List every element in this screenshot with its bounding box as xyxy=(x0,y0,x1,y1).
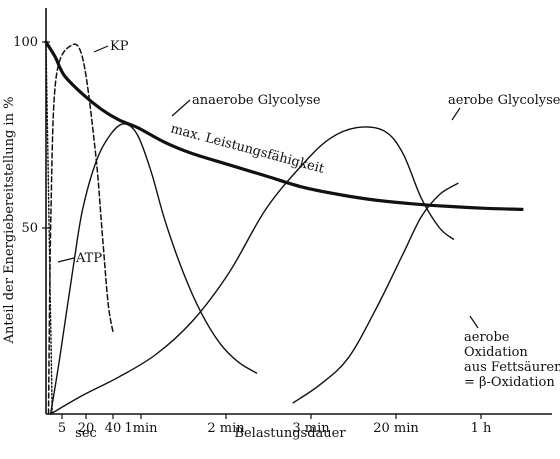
series-aerobe-oxidation-aus-fetts-uren-oxidation xyxy=(292,182,459,404)
leader-aerobe xyxy=(451,107,461,121)
label-beta-line3: aus Fettsäuren xyxy=(464,360,560,375)
x-axis-title: Belastungsdauer xyxy=(234,426,346,441)
x-tick-label-1h: 1 h xyxy=(471,421,492,436)
curves xyxy=(44,40,524,415)
x-tick-label-3min: 3 min xyxy=(292,421,330,436)
label-beta-line2: Oxidation xyxy=(464,345,528,360)
label-beta-line4: = β-Oxidation xyxy=(464,375,555,390)
x-tick-label-5: 5 xyxy=(58,421,66,436)
y-tick-label-50: 50 xyxy=(21,221,38,236)
series-kp xyxy=(47,43,114,415)
x-tick-label-20: 20 xyxy=(78,421,95,436)
label-kp: KP xyxy=(110,39,129,54)
label-aerobe-glycolyse: aerobe Glycolyse xyxy=(448,93,560,108)
x-tick-label-20min: 20 min xyxy=(373,421,419,436)
x-tick-label-2min: 2 min xyxy=(207,421,245,436)
label-beta-line1: aerobe xyxy=(464,330,510,345)
y-tick-label-100: 100 xyxy=(13,35,38,50)
label-atp: ATP xyxy=(75,251,102,266)
x-ticks: 5 20 40 1min 2 min 3 min 20 min 1 h xyxy=(58,414,492,436)
x-tick-label-1min: 1min xyxy=(124,421,158,436)
leader-atp xyxy=(57,257,75,263)
y-axis-title: Anteil der Energiebereitstellung in % xyxy=(2,97,17,345)
series-max-leistungsf-higkeit xyxy=(44,40,524,211)
series-anaerobe-glycolyse xyxy=(49,123,258,415)
label-max-leistungsfaehigkeit: max. Leistungsfähigkeit xyxy=(169,121,326,177)
leader-beta xyxy=(469,315,479,329)
leader-anaerobe xyxy=(171,99,191,117)
label-anaerobe-glycolyse: anaerobe Glycolyse xyxy=(192,93,321,108)
x-tick-label-40: 40 xyxy=(105,421,122,436)
y-ticks: 100 50 xyxy=(13,35,50,236)
leader-kp xyxy=(93,45,109,53)
series-aerobe-glycolyse xyxy=(49,126,454,415)
x-unit-sec: sec xyxy=(75,426,97,441)
